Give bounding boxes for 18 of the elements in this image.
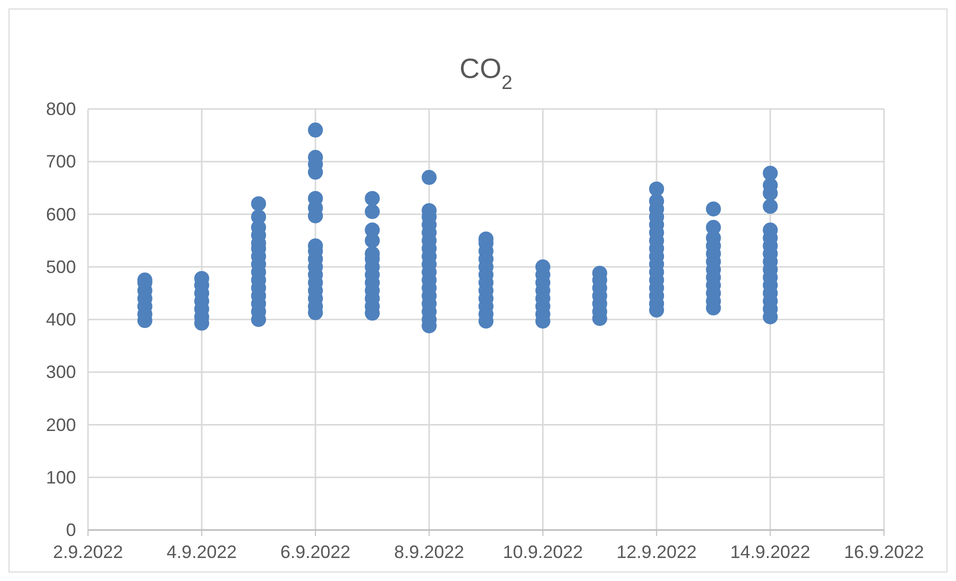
- y-tick-label: 800: [46, 99, 76, 119]
- y-tick-label: 0: [66, 520, 76, 540]
- y-tick-label: 100: [46, 467, 76, 488]
- x-tick-label: 16.9.2022: [844, 542, 924, 562]
- x-tick-label: 6.9.2022: [280, 542, 350, 562]
- x-tick-label: 10.9.2022: [502, 542, 583, 562]
- y-tick-label: 500: [46, 256, 76, 277]
- x-tick-label: 4.9.2022: [166, 542, 237, 562]
- y-tick-label: 300: [46, 362, 76, 382]
- x-tick-label: 14.9.2022: [730, 542, 810, 562]
- y-tick-label: 600: [46, 204, 76, 224]
- x-tick-label: 8.9.2022: [394, 542, 464, 562]
- y-tick-label: 200: [46, 414, 76, 435]
- chart-title: CO$_{2}$: [460, 53, 512, 94]
- x-tick-label: 12.9.2022: [616, 542, 697, 562]
- x-tick-label: 2.9.2022: [52, 542, 124, 562]
- y-tick-label: 700: [46, 152, 76, 172]
- y-tick-label: 400: [46, 310, 76, 330]
